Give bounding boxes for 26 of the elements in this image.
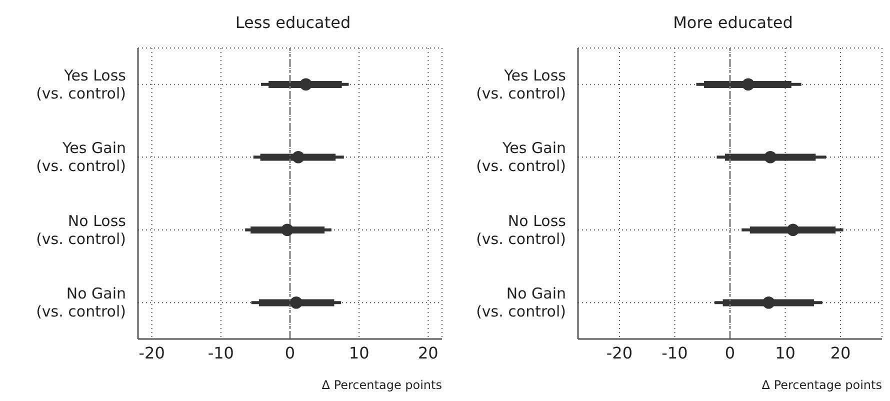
chart-title: More educated [672, 12, 794, 34]
x-tick-label: -10 [208, 343, 234, 362]
point [292, 150, 304, 164]
y-tick-label: Yes Gain (vs. control) [476, 139, 566, 176]
point [762, 296, 775, 309]
chart-title: Less educated [234, 12, 352, 34]
x-tick-label: -20 [606, 343, 633, 362]
y-tick-label: No Gain (vs. control) [476, 284, 566, 321]
x-tick-label: 10 [775, 343, 796, 362]
y-tick-label: Yes Loss (vs. control) [36, 66, 126, 102]
y-tick-label: No Loss (vs. control) [36, 212, 126, 248]
y-tick-label: Yes Loss (vs. control) [476, 66, 566, 102]
x-axis-title: Δ Percentage points [322, 378, 442, 392]
x-tick-label: 20 [418, 343, 438, 362]
x-tick-label: 0 [724, 343, 736, 362]
point [764, 150, 777, 164]
y-tick-label: No Loss (vs. control) [476, 212, 566, 248]
x-tick-label: -20 [138, 343, 165, 362]
y-tick-label: Yes Gain (vs. control) [36, 139, 126, 176]
x-tick-label: 10 [348, 343, 370, 362]
y-tick-label: No Gain (vs. control) [36, 284, 126, 321]
point [290, 296, 302, 309]
x-tick-label: 20 [830, 343, 851, 362]
x-tick-label: -10 [662, 343, 688, 362]
x-axis-title: Δ Percentage points [762, 378, 882, 392]
x-tick-label: 0 [284, 343, 296, 362]
